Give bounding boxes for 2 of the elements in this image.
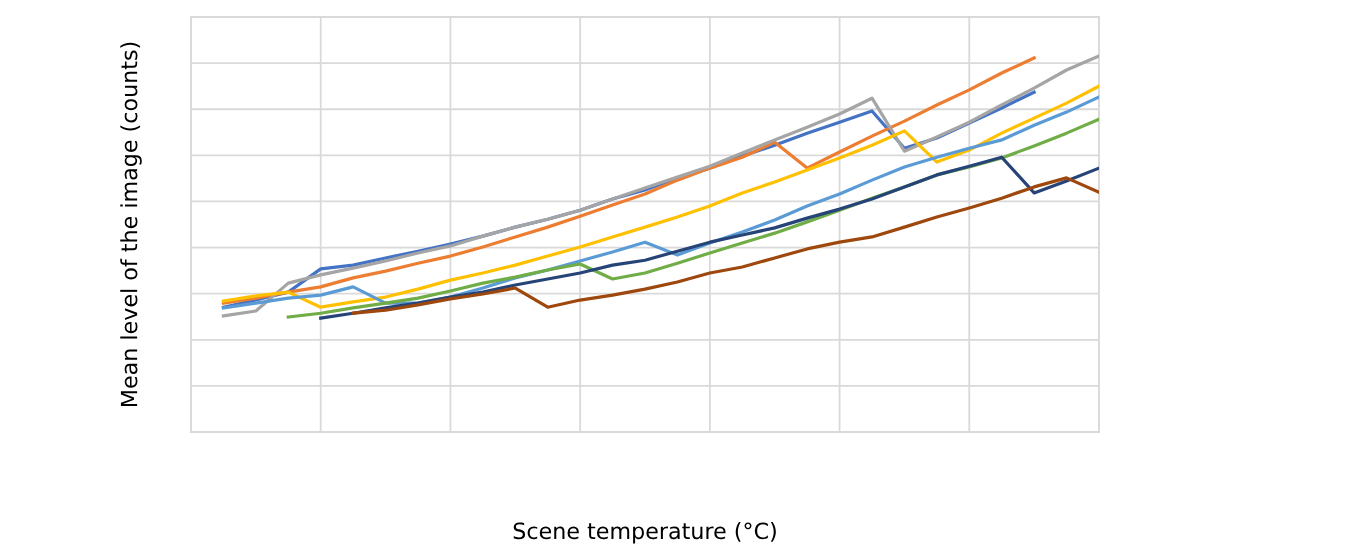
- y-axis-title: Mean level of the image (counts): [120, 42, 142, 407]
- x-axis-title: Scene temperature (°C): [513, 522, 776, 544]
